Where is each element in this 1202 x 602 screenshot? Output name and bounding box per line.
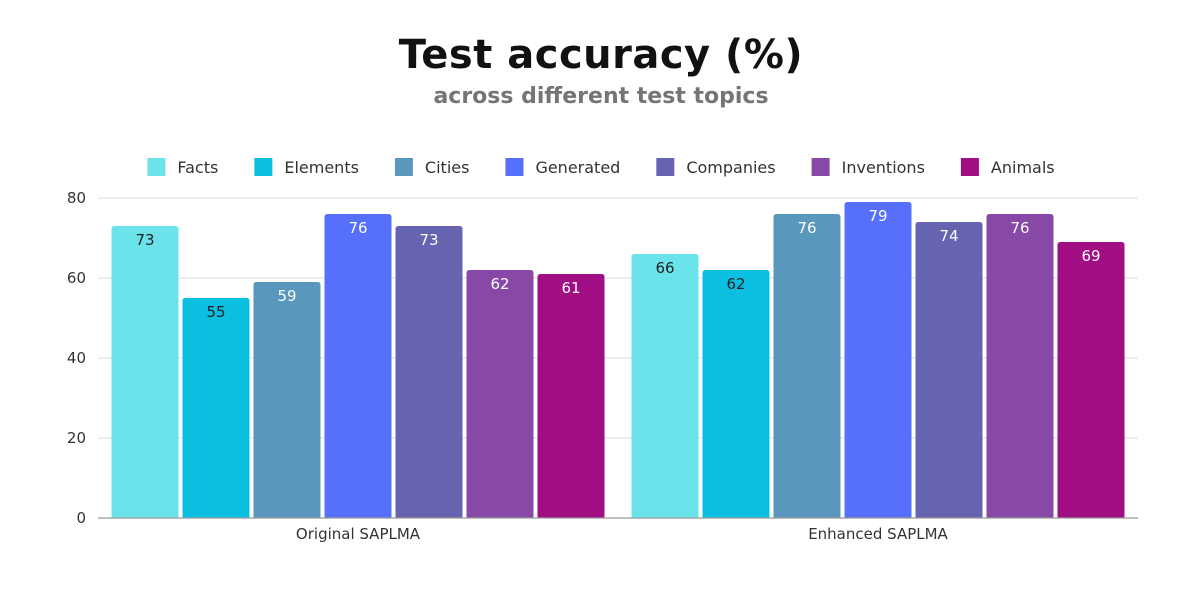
- legend-item-generated: Generated: [505, 158, 620, 177]
- bar-value-label: 69: [1081, 247, 1100, 265]
- legend-item-animals: Animals: [960, 158, 1055, 177]
- bar-value-label: 79: [868, 207, 887, 225]
- bar-value-label: 76: [1010, 219, 1029, 237]
- legend-item-cities: Cities: [394, 158, 470, 177]
- bar-value-label: 76: [797, 219, 816, 237]
- bar-generated-original: [324, 214, 392, 518]
- y-tick-label: 20: [67, 429, 86, 447]
- bar-elements-enhanced: [702, 270, 770, 518]
- bar-value-label: 55: [206, 303, 225, 321]
- bar-value-label: 73: [135, 231, 154, 249]
- legend-label: Elements: [284, 158, 359, 177]
- legend-label: Facts: [177, 158, 218, 177]
- legend-label: Cities: [425, 158, 470, 177]
- bars: [111, 202, 1125, 518]
- bar-value-label: 62: [490, 275, 509, 293]
- legend-item-companies: Companies: [656, 158, 776, 177]
- bar-animals-original: [537, 274, 605, 518]
- legend-swatch: [254, 158, 273, 176]
- bar-animals-enhanced: [1057, 242, 1125, 518]
- legend-label: Companies: [686, 158, 775, 177]
- bar-value-label: 59: [277, 287, 296, 305]
- legend: Facts Elements Cities Generated Companies Inv…: [147, 158, 1055, 177]
- legend-label: Animals: [991, 158, 1055, 177]
- y-tick-label: 40: [67, 349, 86, 367]
- x-category-label: Original SAPLMA: [296, 525, 421, 543]
- legend-label: Generated: [535, 158, 620, 177]
- x-axis-categories: Original SAPLMA Enhanced SAPLMA: [296, 525, 949, 543]
- value-labels: 73 55 59 76 73 62 61 66 62 76 79 74 76 69: [135, 207, 1100, 321]
- bar-elements-original: [182, 298, 250, 518]
- legend-label: Inventions: [842, 158, 925, 177]
- y-tick-label: 0: [76, 509, 86, 527]
- bar-facts-original: [111, 226, 179, 518]
- chart-title: Test accuracy (%): [398, 32, 804, 78]
- legend-swatch: [811, 158, 830, 176]
- bar-cities-original: [253, 282, 321, 518]
- bar-value-label: 62: [726, 275, 745, 293]
- legend-swatch: [656, 158, 675, 176]
- legend-item-facts: Facts: [147, 158, 218, 177]
- bar-inventions-original: [466, 270, 534, 518]
- bar-value-label: 66: [655, 259, 674, 277]
- legend-swatch: [960, 158, 979, 176]
- bar-value-label: 61: [561, 279, 580, 297]
- x-category-label: Enhanced SAPLMA: [808, 525, 948, 543]
- y-tick-label: 60: [67, 269, 86, 287]
- bar-value-label: 76: [348, 219, 367, 237]
- legend-swatch: [147, 158, 166, 176]
- y-axis-ticks: 0 20 40 60 80: [67, 189, 86, 527]
- chart-subtitle: across different test topics: [433, 84, 769, 109]
- bar-inventions-enhanced: [986, 214, 1054, 518]
- legend-swatch: [505, 158, 524, 176]
- bar-cities-enhanced: [773, 214, 841, 518]
- legend-swatch: [394, 158, 413, 176]
- legend-item-elements: Elements: [254, 158, 359, 177]
- bar-companies-original: [395, 226, 463, 518]
- bar-value-label: 73: [419, 231, 438, 249]
- bar-generated-enhanced: [844, 202, 912, 518]
- bar-facts-enhanced: [631, 254, 699, 518]
- bar-value-label: 74: [939, 227, 958, 245]
- y-tick-label: 80: [67, 189, 86, 207]
- bar-companies-enhanced: [915, 222, 983, 518]
- legend-item-inventions: Inventions: [811, 158, 925, 177]
